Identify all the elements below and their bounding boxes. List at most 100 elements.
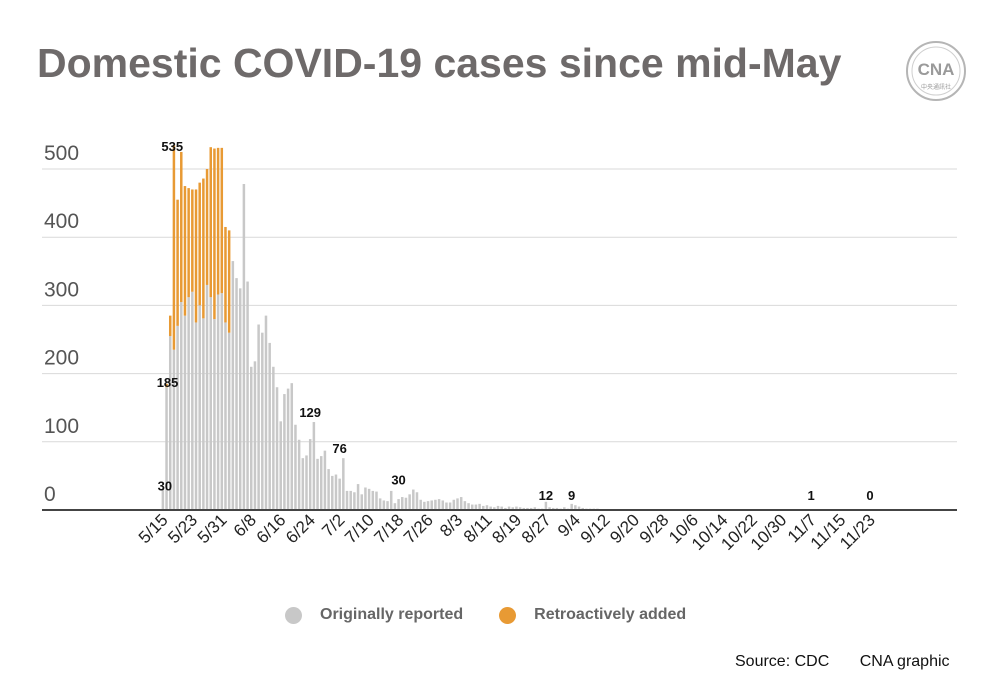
- bar-original: [485, 505, 489, 510]
- bar-original: [168, 336, 172, 510]
- x-tick-label: 7/18: [371, 510, 408, 547]
- bar-original: [319, 456, 323, 510]
- bar-original: [529, 507, 533, 510]
- data-label: 0: [866, 488, 873, 503]
- bar-original: [581, 507, 584, 510]
- bar-original: [489, 506, 492, 510]
- data-label: 129: [299, 405, 321, 420]
- bar-original: [408, 494, 411, 510]
- data-label: 535: [161, 139, 183, 154]
- gridlines: [42, 168, 957, 443]
- x-tick-label: 11/23: [836, 510, 879, 553]
- bar-original: [437, 499, 441, 510]
- bar-original: [404, 497, 408, 510]
- bar-original: [364, 487, 367, 510]
- x-tick-label: 9/12: [577, 510, 614, 547]
- data-label: 30: [158, 479, 172, 494]
- bar-original: [423, 501, 426, 510]
- bar-original: [283, 394, 286, 510]
- bar-original: [261, 332, 264, 510]
- bar-original: [563, 507, 566, 510]
- x-tick-label: 7/26: [400, 510, 437, 547]
- x-tick-label: 7/10: [341, 510, 378, 547]
- bar-original: [452, 499, 456, 510]
- bar-original: [331, 475, 334, 510]
- bar-original: [224, 322, 227, 510]
- bar-original: [161, 489, 165, 510]
- y-axis-ticks: 0 100 200 300 400 500: [44, 142, 79, 506]
- y-tick-label: 300: [44, 278, 79, 301]
- x-tick-label: 8/19: [488, 510, 525, 547]
- bar-original: [172, 349, 176, 510]
- cna-logo-svg: CNA 中央通訊社: [906, 41, 966, 101]
- bar-original: [426, 501, 430, 510]
- source-text: Source: CDC: [735, 653, 830, 670]
- bar-original: [327, 469, 330, 510]
- legend-label-retro: Retroactively added: [534, 606, 687, 623]
- bar-original: [467, 503, 470, 510]
- bar-original: [459, 497, 463, 510]
- bars: [161, 145, 886, 510]
- bar-original: [342, 458, 345, 510]
- bar-original: [198, 305, 201, 510]
- data-label: 12: [539, 488, 553, 503]
- x-tick-label: 5/31: [194, 510, 231, 547]
- y-tick-label: 200: [44, 347, 79, 370]
- bar-original: [474, 504, 478, 510]
- data-label: 76: [332, 441, 346, 456]
- bar-original: [518, 507, 522, 510]
- bar-retro: [216, 147, 220, 295]
- bar-original: [371, 490, 375, 510]
- bar-original: [441, 500, 445, 510]
- bar-original: [279, 421, 282, 510]
- bar-original: [570, 503, 573, 510]
- bar-original: [231, 261, 235, 510]
- cna-logo-icon: CNA 中央通訊社: [905, 40, 967, 102]
- x-tick-label: 6/16: [253, 510, 290, 547]
- bar-original: [165, 387, 168, 510]
- bar-retro: [183, 186, 187, 316]
- bar-original: [176, 325, 179, 510]
- legend: Originally reported Retroactively added: [285, 606, 722, 624]
- x-tick-label: 5/23: [164, 510, 201, 547]
- bar-original: [552, 507, 555, 510]
- x-tick-label: 6/24: [282, 510, 319, 547]
- bar-original: [430, 500, 433, 510]
- bar-original: [345, 490, 349, 510]
- bar-original: [305, 455, 308, 510]
- bar-retro: [213, 148, 216, 320]
- bar-original: [250, 366, 253, 510]
- bar-original: [253, 361, 257, 510]
- bar-original: [526, 507, 529, 510]
- bar-original: [312, 422, 316, 510]
- bar-original: [504, 507, 507, 510]
- bar-original: [290, 383, 294, 510]
- bar-original: [415, 492, 419, 510]
- bar-original: [448, 502, 452, 510]
- bar-original: [548, 507, 551, 510]
- bar-original: [470, 504, 474, 510]
- x-tick-label: 5/15: [135, 510, 172, 547]
- bar-original: [419, 499, 422, 510]
- bar-retro: [227, 230, 231, 333]
- bar-original: [533, 507, 537, 510]
- bar-original: [191, 291, 194, 510]
- bar-retro: [209, 147, 212, 298]
- bar-original: [349, 490, 352, 510]
- bar-original: [238, 288, 242, 510]
- bar-retro: [191, 189, 194, 292]
- x-axis-ticks: 5/155/235/31 6/86/166/24 7/27/107/187/26 8/…: [135, 510, 879, 554]
- bar-retro: [168, 315, 172, 337]
- bar-original: [389, 490, 393, 510]
- bar-retro: [205, 169, 209, 285]
- bar-original: [555, 507, 559, 510]
- bar-original: [187, 297, 190, 510]
- y-tick-label: 100: [44, 415, 79, 438]
- bar-original: [356, 484, 360, 510]
- bar-original: [507, 506, 511, 510]
- x-tick-label: 9/28: [636, 510, 673, 547]
- source-line: Source: CDC CNA graphic: [735, 653, 976, 671]
- y-tick-label: 400: [44, 210, 79, 233]
- bar-original: [378, 498, 382, 510]
- bar-original: [272, 366, 275, 510]
